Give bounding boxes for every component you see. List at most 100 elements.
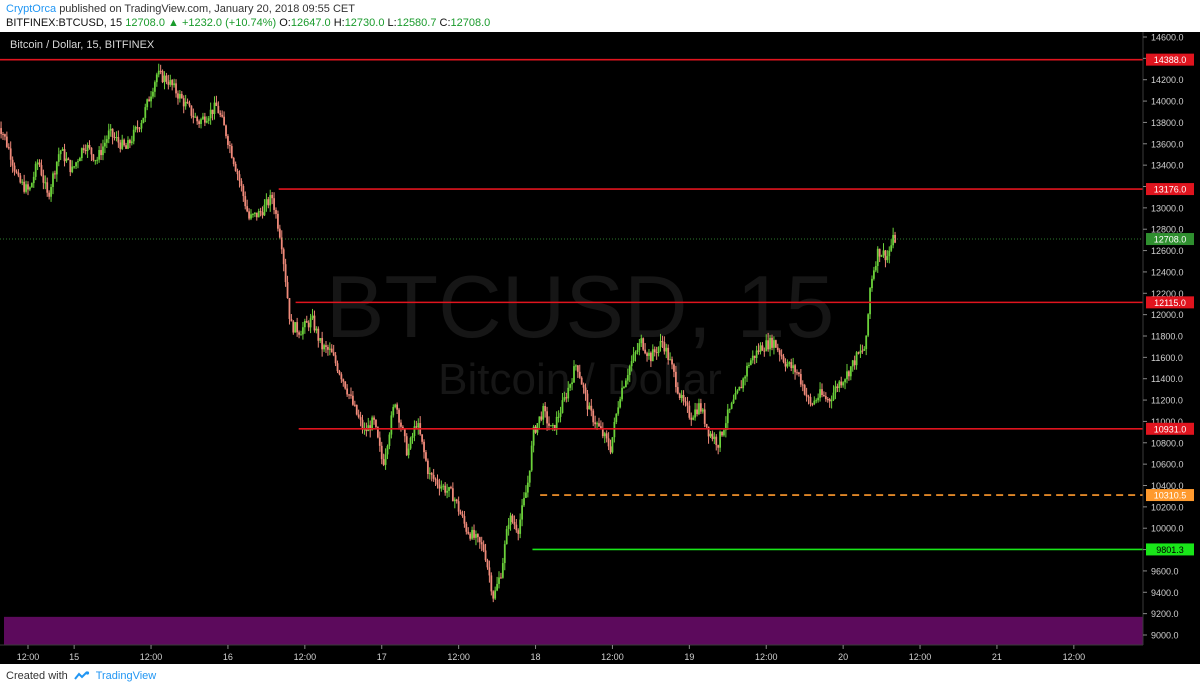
candle-body	[649, 352, 652, 362]
tradingview-logo-icon	[74, 671, 89, 680]
candle-body	[769, 337, 771, 350]
candle-body	[192, 115, 195, 118]
price-chart[interactable]: BTCUSD, 15 Bitcoin / Dollar Bitcoin / Do…	[0, 32, 1200, 664]
candle-body	[498, 577, 500, 584]
candle-body	[471, 529, 473, 539]
candle-body	[84, 150, 87, 152]
candle-body	[576, 365, 579, 372]
candle-body	[657, 347, 660, 353]
y-tick-label: 11200.0	[1151, 396, 1183, 406]
candle-body	[798, 372, 800, 375]
candle-body	[82, 148, 85, 151]
x-tick-label: 18	[531, 652, 541, 662]
candle-body	[655, 352, 658, 354]
candle-body	[596, 423, 598, 425]
candle-body	[661, 341, 664, 343]
candle-body	[21, 181, 24, 183]
time-axis[interactable]	[0, 645, 1200, 664]
price-tag-resistance-13176-bg	[1146, 183, 1194, 196]
candle-body	[588, 405, 591, 410]
candle-body	[780, 354, 783, 357]
candle-body	[215, 102, 218, 106]
candle-body	[517, 530, 520, 534]
candle-body	[590, 405, 593, 411]
candle-body	[73, 166, 76, 168]
price-tag-support-9801-bg	[1146, 543, 1194, 556]
candle-body	[626, 375, 629, 381]
candle-body	[857, 352, 860, 354]
candle-body	[859, 350, 862, 354]
candle-body	[223, 116, 225, 126]
candle-body	[765, 340, 768, 351]
y-tick-label: 11600.0	[1151, 353, 1183, 363]
candle-body	[92, 154, 95, 161]
published-text: published on TradingView.com, January 20…	[59, 3, 355, 15]
candle-body	[378, 437, 381, 446]
candle-body	[601, 428, 604, 437]
candle-body	[401, 426, 404, 430]
candle-body	[436, 479, 439, 485]
candle-body	[794, 365, 796, 373]
candle-body	[546, 411, 548, 424]
price-axis[interactable]	[1143, 32, 1200, 664]
candle-body	[353, 404, 356, 406]
candle-body	[613, 422, 616, 438]
candle-body	[749, 360, 752, 365]
candle-body	[271, 194, 274, 199]
chart-header: CryptOrca published on TradingView.com, …	[0, 0, 1200, 32]
candle-body	[9, 148, 12, 160]
candle-body	[421, 434, 424, 442]
candle-body	[96, 159, 99, 161]
candle-body	[473, 529, 475, 538]
candle-body	[319, 338, 322, 341]
tradingview-brand-link[interactable]: TradingView	[95, 670, 157, 682]
candle-body	[582, 384, 585, 388]
candle-body	[534, 426, 537, 433]
candle-body	[294, 322, 297, 333]
candle-body	[694, 409, 697, 418]
candle-body	[207, 118, 210, 121]
candle-body	[265, 199, 268, 205]
price-tag-resistance-13176: 13176.0	[1154, 185, 1187, 195]
candle-body	[894, 234, 896, 243]
high-value: 12730.0	[344, 17, 385, 29]
candle-body	[790, 362, 793, 369]
open-label: O:	[279, 17, 291, 29]
price-labels: 14388.0 13176.0 12115.0 10931.0 10310.5 9801.…	[1146, 53, 1194, 556]
x-tick-label: 20	[838, 652, 848, 662]
candle-body	[334, 355, 337, 364]
candle-body	[648, 352, 650, 356]
candle-body	[180, 93, 183, 99]
candle-body	[202, 116, 204, 120]
price-tag-resistance-14388: 14388.0	[1154, 55, 1187, 65]
candle-body	[642, 338, 645, 350]
candle-body	[307, 322, 310, 328]
watermark: BTCUSD, 15 Bitcoin / Dollar	[326, 257, 835, 404]
y-tick-label: 12800.0	[1151, 225, 1184, 235]
candle-body	[711, 433, 714, 440]
candle-body	[269, 194, 272, 206]
author-link[interactable]: CryptOrca	[6, 3, 57, 15]
candle-body	[538, 416, 541, 424]
candle-body	[396, 404, 399, 410]
candle-body	[369, 425, 372, 431]
candle-body	[182, 98, 185, 107]
candle-body	[71, 166, 74, 173]
candle-body	[844, 379, 846, 383]
candle-body	[432, 474, 435, 479]
candle-body	[13, 165, 16, 172]
candle-body	[738, 386, 741, 391]
candle-body	[826, 398, 829, 400]
candle-body	[848, 371, 850, 377]
candle-body	[634, 352, 637, 355]
candle-body	[526, 482, 529, 493]
x-tick-label: 12:00	[294, 652, 317, 662]
y-tick-label: 11800.0	[1151, 332, 1183, 342]
candle-body	[513, 522, 516, 525]
candle-body	[415, 426, 418, 428]
candle-body	[440, 486, 443, 489]
x-tick-label: 19	[684, 652, 694, 662]
candle-body	[121, 139, 124, 149]
candle-body	[407, 448, 410, 456]
candle-body	[496, 583, 498, 591]
